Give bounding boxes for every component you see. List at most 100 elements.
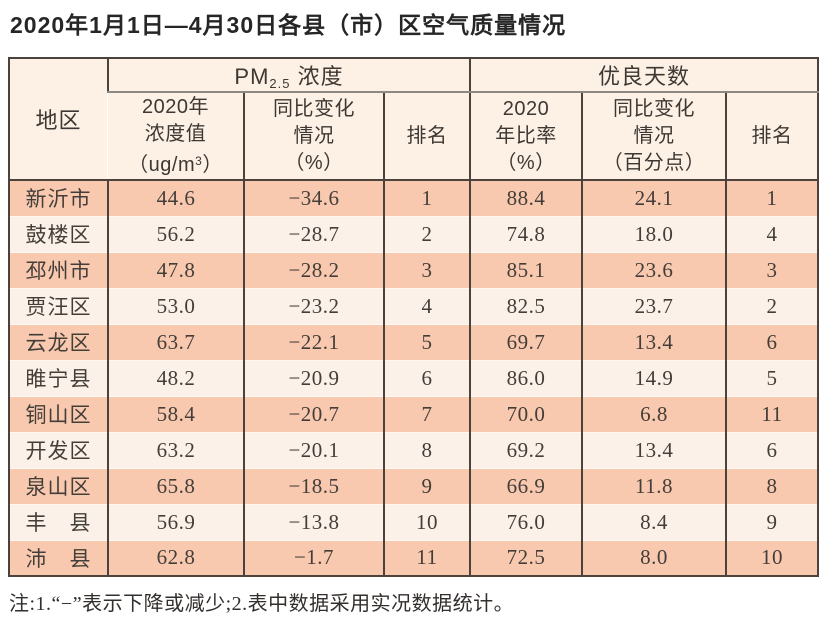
good-rank-cell: 2 xyxy=(725,288,819,324)
region-cell: 云龙区 xyxy=(25,331,92,355)
pm-change-cell: −20.7 xyxy=(243,396,384,432)
table-row: 云龙区 63.7 −22.1 5 69.7 13.4 6 xyxy=(9,324,819,360)
good-change-cell: 24.1 xyxy=(581,180,727,216)
column-header-pm-rank: 排名 xyxy=(382,92,471,180)
good-change-line1: 同比变化 xyxy=(613,97,696,120)
good-change-cell: 13.4 xyxy=(581,324,727,360)
table-header: 地区 PM2.5 浓度 优良天数 2020年 浓度值 （ug/m3） 同比变化 … xyxy=(9,58,819,180)
region-cell: 泉山区 xyxy=(25,475,92,499)
good-change-cell: 8.0 xyxy=(581,540,727,576)
good-rate-line3: （%） xyxy=(496,151,556,174)
column-group-good-days: 优良天数 xyxy=(469,58,819,93)
header-group-row: 地区 PM2.5 浓度 优良天数 xyxy=(9,58,819,180)
good-rank-cell: 3 xyxy=(725,252,819,288)
pm-change-cell: −1.7 xyxy=(243,540,384,576)
pm-value-cell: 56.9 xyxy=(107,504,244,540)
good-change-line2: 情况 xyxy=(633,124,675,147)
table-row: 丰 县 56.9 −13.8 10 76.0 8.4 9 xyxy=(9,504,819,540)
good-rate-line2: 年比率 xyxy=(495,124,557,147)
pm-rank-cell: 10 xyxy=(382,504,471,540)
column-header-good-rate: 2020 年比率 （%） xyxy=(469,92,583,180)
pm-rank-cell: 8 xyxy=(382,432,471,468)
good-rate-cell: 86.0 xyxy=(469,360,583,396)
pm-rank-cell: 6 xyxy=(382,360,471,396)
pm-value-unit-sup: 3 xyxy=(195,153,203,168)
good-rank-cell: 4 xyxy=(725,216,819,252)
table-row: 开发区 63.2 −20.1 8 69.2 13.4 6 xyxy=(9,432,819,468)
region-cell: 睢宁县 xyxy=(25,367,92,391)
pm-value-cell: 63.7 xyxy=(107,324,244,360)
pm-change-cell: −20.1 xyxy=(243,432,384,468)
pm-change-cell: −28.2 xyxy=(243,252,384,288)
pm-rank-cell: 3 xyxy=(382,252,471,288)
region-cell: 新沂市 xyxy=(25,187,92,212)
good-change-cell: 23.7 xyxy=(581,288,727,324)
good-rank-cell: 11 xyxy=(725,396,819,432)
page-title: 2020年1月1日—4月30日各县（市）区空气质量情况 xyxy=(10,12,567,38)
pm-rank-cell: 11 xyxy=(382,540,471,576)
region-cell: 开发区 xyxy=(25,439,92,463)
pm-value-cell: 53.0 xyxy=(107,288,244,324)
pm-change-cell: −34.6 xyxy=(243,180,384,216)
pm-rank-cell: 9 xyxy=(382,468,471,504)
good-change-cell: 13.4 xyxy=(581,432,727,468)
pm-change-line3: （%） xyxy=(284,151,344,174)
pm-change-cell: −18.5 xyxy=(243,468,384,504)
region-cell: 鼓楼区 xyxy=(25,223,92,247)
good-rank-cell: 8 xyxy=(725,468,819,504)
good-rate-cell: 69.2 xyxy=(469,432,583,468)
header-sub-row: 2020年 浓度值 （ug/m3） 同比变化 情况 （%） 排名 2020 年比… xyxy=(9,92,819,180)
pm-change-cell: −22.1 xyxy=(243,324,384,360)
column-header-good-change: 同比变化 情况 （百分点） xyxy=(581,92,727,180)
pm-value-cell: 48.2 xyxy=(107,360,244,396)
pm-rank-cell: 2 xyxy=(382,216,471,252)
table-row: 泉山区 65.8 −18.5 9 66.9 11.8 8 xyxy=(9,468,819,504)
pm-change-cell: −28.7 xyxy=(243,216,384,252)
region-cell: 铜山区 xyxy=(25,403,92,427)
region-cell: 邳州市 xyxy=(25,259,92,283)
region-cell: 沛 县 xyxy=(25,546,92,571)
good-rank-cell: 6 xyxy=(725,432,819,468)
good-rank-cell: 1 xyxy=(725,180,819,216)
table-body: 新沂市 44.6 −34.6 1 88.4 24.1 1 鼓楼区 56.2 −2… xyxy=(9,180,819,576)
air-quality-table: 地区 PM2.5 浓度 优良天数 2020年 浓度值 （ug/m3） 同比变化 … xyxy=(8,57,820,577)
table-row: 沛 县 62.8 −1.7 11 72.5 8.0 10 xyxy=(9,540,819,576)
good-rank-cell: 10 xyxy=(725,540,819,576)
pm-rank-cell: 7 xyxy=(382,396,471,432)
pm-change-line1: 同比变化 xyxy=(273,97,355,120)
table-row: 睢宁县 48.2 −20.9 6 86.0 14.9 5 xyxy=(9,360,819,396)
pm-change-cell: −23.2 xyxy=(243,288,384,324)
pm-rank-cell: 4 xyxy=(382,288,471,324)
good-change-cell: 14.9 xyxy=(581,360,727,396)
table-row: 邳州市 47.8 −28.2 3 85.1 23.6 3 xyxy=(9,252,819,288)
good-rate-cell: 74.8 xyxy=(469,216,583,252)
pm-value-line3: （ug/m3） xyxy=(108,148,243,179)
pm-value-line1: 2020年 xyxy=(142,95,209,118)
pm-value-cell: 44.6 xyxy=(107,180,244,216)
good-change-cell: 18.0 xyxy=(581,216,727,252)
pm-value-cell: 65.8 xyxy=(107,468,244,504)
pm-value-cell: 62.8 xyxy=(107,540,244,576)
column-group-pm25: PM2.5 浓度 xyxy=(106,58,471,93)
pm-value-line2: 浓度值 xyxy=(144,122,207,145)
good-change-cell: 11.8 xyxy=(581,468,727,504)
pm-value-unit-open: （ug/m xyxy=(128,153,196,176)
good-change-cell: 8.4 xyxy=(581,504,727,540)
pm-value-unit-close: ） xyxy=(202,153,223,176)
good-rate-cell: 85.1 xyxy=(469,252,583,288)
pm-value-cell: 56.2 xyxy=(107,216,244,252)
good-change-line3: （百分点） xyxy=(602,151,706,174)
pm-change-cell: −13.8 xyxy=(243,504,384,540)
table-row: 新沂市 44.6 −34.6 1 88.4 24.1 1 xyxy=(9,180,819,216)
pm-rank-cell: 1 xyxy=(382,180,471,216)
good-rate-cell: 69.7 xyxy=(469,324,583,360)
pm25-label-suffix: 浓度 xyxy=(290,64,344,89)
table-row: 鼓楼区 56.2 −28.7 2 74.8 18.0 4 xyxy=(9,216,819,252)
pm-change-line2: 情况 xyxy=(293,124,335,147)
good-rank-cell: 5 xyxy=(725,360,819,396)
good-rate-line1: 2020 xyxy=(502,97,550,120)
table-row: 铜山区 58.4 −20.7 7 70.0 6.8 11 xyxy=(9,396,819,432)
pm25-subscript: 2.5 xyxy=(269,76,291,91)
good-rate-cell: 76.0 xyxy=(469,504,583,540)
